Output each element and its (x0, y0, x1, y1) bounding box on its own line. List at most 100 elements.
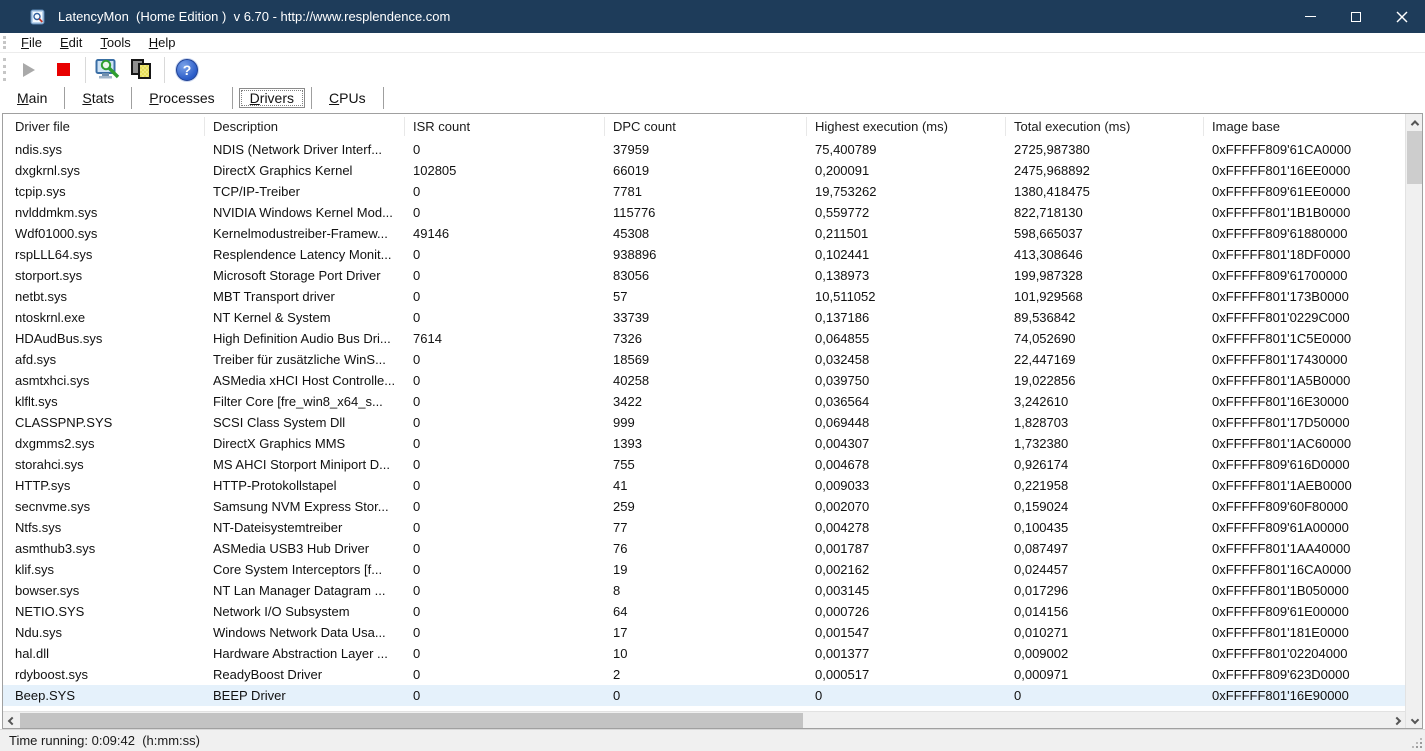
table-cell: 0xFFFFF801'16EE0000 (1212, 163, 1351, 178)
table-row-rspLLL64.sys[interactable]: rspLLL64.sys Resplendence Latency Monit..… (3, 244, 1405, 265)
analyze-button[interactable] (93, 56, 123, 84)
table-row-asmtxhci.sys[interactable]: asmtxhci.sys ASMedia xHCI Host Controlle.… (3, 370, 1405, 391)
toolbar-grip[interactable] (3, 57, 6, 82)
table-cell: Beep.SYS (15, 688, 75, 703)
help-button[interactable]: ? (172, 56, 202, 84)
menu-item-edit[interactable]: Edit (59, 34, 83, 50)
scroll-right-button[interactable] (1388, 712, 1405, 729)
close-button[interactable] (1379, 0, 1425, 33)
table-row-dxgmms2.sys[interactable]: dxgmms2.sys DirectX Graphics MMS 0 1393 0,00… (3, 433, 1405, 454)
menu-bar-grip[interactable] (3, 35, 6, 50)
table-cell: 33739 (613, 310, 650, 325)
table-cell: 0,004278 (815, 520, 870, 535)
table-row-rdyboost.sys[interactable]: rdyboost.sys ReadyBoost Driver 0 2 0,000517 0… (3, 664, 1405, 685)
menu-item-help[interactable]: Help (148, 34, 176, 50)
start-monitor-button[interactable] (14, 56, 44, 84)
table-cell: 0,159024 (1014, 499, 1069, 514)
scroll-up-button[interactable] (1406, 114, 1423, 131)
table-cell: 0,000726 (815, 604, 870, 619)
column-header-image-base[interactable]: Image base (1212, 119, 1280, 134)
table-cell: 19,753262 (815, 184, 877, 199)
table-row-nvlddmkm.sys[interactable]: nvlddmkm.sys NVIDIA Windows Kernel Mod...… (3, 202, 1405, 223)
resize-grip[interactable] (1412, 738, 1422, 748)
table-row-klflt.sys[interactable]: klflt.sys Filter Core [fre_win8_x64_s... 0… (3, 391, 1405, 412)
table-row-Ndu.sys[interactable]: Ndu.sys Windows Network Data Usa... 0 17 0,0… (3, 622, 1405, 643)
table-row-tcpip.sys[interactable]: tcpip.sys TCP/IP-Treiber 0 7781 19,753262 138… (3, 181, 1405, 202)
table-row-HDAudBus.sys[interactable]: HDAudBus.sys High Definition Audio Bus Dr… (3, 328, 1405, 349)
table-row-dxgkrnl.sys[interactable]: dxgkrnl.sys DirectX Graphics Kernel 102805… (3, 160, 1405, 181)
table-row-ndis.sys[interactable]: ndis.sys NDIS (Network Driver Interf... 0 3… (3, 139, 1405, 160)
table-cell: 0 (413, 289, 421, 304)
table-cell: 1,828703 (1014, 415, 1069, 430)
column-header-highest-execution-ms[interactable]: Highest execution (ms) (807, 117, 1006, 136)
column-header-total-execution-ms[interactable]: Total execution (ms) (1006, 117, 1204, 136)
column-header-driver-file[interactable]: Driver file (3, 117, 205, 136)
table-cell: 75,400789 (815, 142, 877, 157)
table-row-storahci.sys[interactable]: storahci.sys MS AHCI Storport Miniport D.… (3, 454, 1405, 475)
table-cell: 64 (613, 604, 628, 619)
table-row-hal.dll[interactable]: hal.dll Hardware Abstraction Layer ... 0 10… (3, 643, 1405, 664)
tab-drivers[interactable]: Drivers (238, 88, 306, 108)
table-cell: 101,929568 (1014, 289, 1083, 304)
table-cell: 0 (413, 499, 421, 514)
horizontal-scrollbar[interactable] (3, 711, 1405, 728)
table-row-NETIO.SYS[interactable]: NETIO.SYS Network I/O Subsystem 0 64 0,00072… (3, 601, 1405, 622)
table-cell: 0xFFFFF801'16E30000 (1212, 394, 1349, 409)
table-row-CLASSPNP.SYS[interactable]: CLASSPNP.SYS SCSI Class System Dll 0 999 0,0… (3, 412, 1405, 433)
minimize-button[interactable] (1287, 0, 1333, 33)
chevron-left-icon (7, 716, 16, 725)
tab-separator (64, 87, 66, 109)
table-cell: 0xFFFFF801'0229C000 (1212, 310, 1350, 325)
maximize-button[interactable] (1333, 0, 1379, 33)
table-cell: 938896 (613, 247, 657, 262)
table-row-klif.sys[interactable]: klif.sys Core System Interceptors [f... 0 1… (3, 559, 1405, 580)
table-row-ntoskrnl.exe[interactable]: ntoskrnl.exe NT Kernel & System 0 33739 0,13… (3, 307, 1405, 328)
table-cell: 0,002070 (815, 499, 870, 514)
table-cell: 0 (413, 667, 421, 682)
table-row-storport.sys[interactable]: storport.sys Microsoft Storage Port Drive… (3, 265, 1405, 286)
table-cell: 0xFFFFF801'18DF0000 (1212, 247, 1351, 262)
scroll-down-button[interactable] (1406, 711, 1423, 728)
table-cell: klflt.sys (15, 394, 58, 409)
table-cell: 0 (413, 205, 421, 220)
chevron-right-icon (1392, 716, 1401, 725)
drivers-table-main: Driver file Description ISR count DPC count… (3, 114, 1405, 711)
table-cell: 0,138973 (815, 268, 870, 283)
vertical-scrollbar-thumb[interactable] (1407, 131, 1422, 184)
scroll-left-button[interactable] (3, 712, 20, 729)
table-cell: 66019 (613, 163, 650, 178)
horizontal-scrollbar-thumb[interactable] (20, 713, 803, 728)
table-cell: 0xFFFFF809'61880000 (1212, 226, 1348, 241)
table-cell: Network I/O Subsystem (213, 604, 350, 619)
copy-report-button[interactable] (127, 56, 157, 84)
maximize-icon (1351, 11, 1361, 22)
table-cell: 0xFFFFF801'1AEB0000 (1212, 478, 1352, 493)
table-row-afd.sys[interactable]: afd.sys Treiber für zusätzliche WinS... 0 1… (3, 349, 1405, 370)
tab-cpus[interactable]: CPUs (329, 90, 366, 106)
tab-main[interactable]: Main (17, 90, 48, 106)
table-row-netbt.sys[interactable]: netbt.sys MBT Transport driver 0 57 10,51105… (3, 286, 1405, 307)
menu-item-file[interactable]: File (21, 34, 42, 50)
column-header-dpc-count[interactable]: DPC count (605, 117, 807, 136)
table-cell: rspLLL64.sys (15, 247, 93, 262)
stop-monitor-button[interactable] (48, 56, 78, 84)
table-row-Beep.SYS[interactable]: Beep.SYS BEEP Driver 0 0 0 0 0xFFFFF801'16E900… (3, 685, 1405, 706)
table-row-bowser.sys[interactable]: bowser.sys NT Lan Manager Datagram ... 0 8 0… (3, 580, 1405, 601)
table-row-asmthub3.sys[interactable]: asmthub3.sys ASMedia USB3 Hub Driver 0 76 0,… (3, 538, 1405, 559)
table-row-Ntfs.sys[interactable]: Ntfs.sys NT-Dateisystemtreiber 0 77 0,004278… (3, 517, 1405, 538)
table-cell: tcpip.sys (15, 184, 66, 199)
table-row-HTTP.sys[interactable]: HTTP.sys HTTP-Protokollstapel 0 41 0,009033 0… (3, 475, 1405, 496)
table-cell: 755 (613, 457, 635, 472)
table-row-Wdf01000.sys[interactable]: Wdf01000.sys Kernelmodustreiber-Framew...… (3, 223, 1405, 244)
vertical-scrollbar[interactable] (1405, 114, 1422, 728)
table-cell: ReadyBoost Driver (213, 667, 323, 682)
tab-stats[interactable]: Stats (82, 90, 115, 106)
tab-processes[interactable]: Processes (149, 90, 215, 106)
menu-item-tools[interactable]: Tools (100, 34, 131, 50)
table-cell: 0 (413, 688, 421, 703)
table-cell: 0 (413, 604, 421, 619)
table-row-secnvme.sys[interactable]: secnvme.sys Samsung NVM Express Stor... 0 2… (3, 496, 1405, 517)
table-cell: 0 (413, 583, 421, 598)
column-header-description[interactable]: Description (205, 117, 405, 136)
column-header-isr-count[interactable]: ISR count (405, 117, 605, 136)
